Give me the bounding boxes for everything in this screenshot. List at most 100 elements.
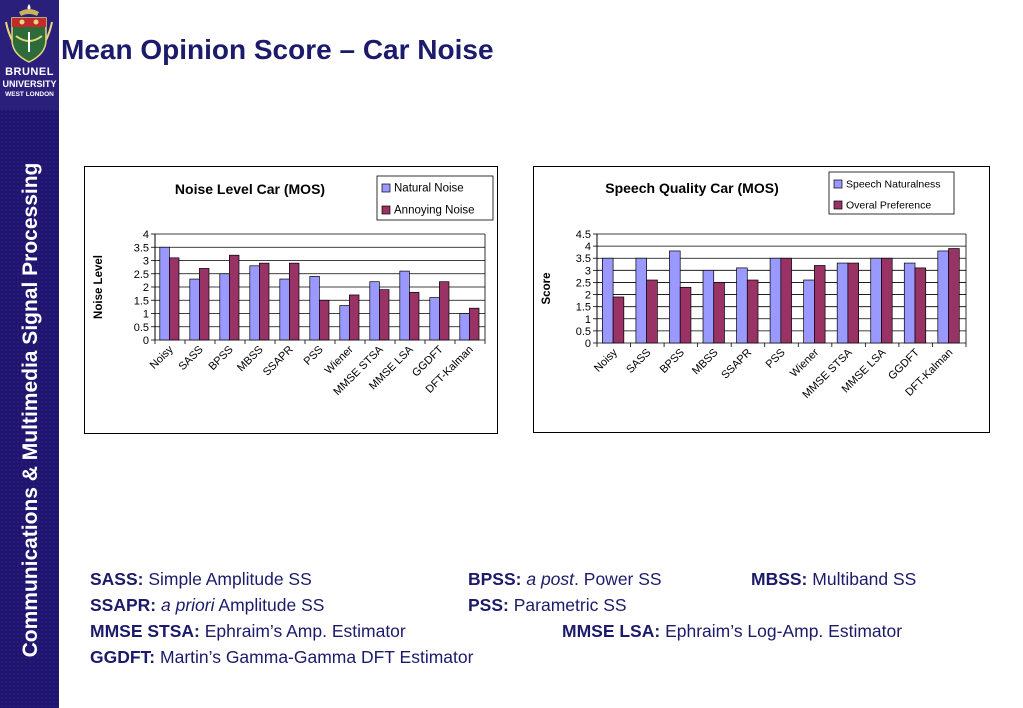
x-tick-label: PSS bbox=[764, 347, 788, 371]
x-tick-label: BPSS bbox=[206, 344, 235, 373]
abbr-key: PSS: bbox=[468, 595, 509, 615]
y-tick-label: 3 bbox=[585, 265, 591, 277]
y-tick-label: 0 bbox=[585, 338, 591, 350]
abbr-value: Ephraim’s Amp. Estimator bbox=[204, 621, 406, 641]
legend-swatch bbox=[381, 183, 391, 193]
y-tick-label: 3 bbox=[143, 256, 149, 268]
bar-series-1 bbox=[339, 305, 350, 341]
legend-box bbox=[828, 171, 955, 215]
bar-series-2 bbox=[814, 265, 826, 344]
y-tick-label: 2.5 bbox=[576, 277, 591, 289]
abbr-mmse-stsa: MMSE STSA: Ephraim’s Amp. Estimator bbox=[90, 621, 406, 642]
bar-series-1 bbox=[189, 278, 200, 341]
bar-series-2 bbox=[409, 291, 420, 341]
bar-series-1 bbox=[602, 257, 614, 344]
bar-series-1 bbox=[635, 257, 647, 344]
abbr-pss: PSS: Parametric SS bbox=[468, 595, 627, 616]
y-tick-label: 1.5 bbox=[134, 295, 149, 307]
abbr-key: MBSS: bbox=[751, 569, 808, 589]
abbr-value: Ephraim’s Log-Amp. Estimator bbox=[665, 621, 903, 641]
bar-series-1 bbox=[219, 273, 230, 341]
abbr-value: Multiband SS bbox=[812, 569, 917, 589]
bar-series-2 bbox=[646, 279, 658, 344]
bar-series-1 bbox=[903, 262, 916, 344]
abbr-ggdft: GGDFT: Martin’s Gamma-Gamma DFT Estimato… bbox=[90, 647, 473, 668]
bar-series-1 bbox=[459, 313, 470, 341]
abbr-value-italic: a post bbox=[526, 569, 575, 589]
abbr-ssapr: SSAPR: a priori Amplitude SS bbox=[90, 595, 324, 616]
x-tick-label: Noisy bbox=[148, 343, 176, 371]
y-axis-label: Noise Level bbox=[93, 255, 105, 319]
bar-series-1 bbox=[249, 265, 260, 341]
bar-series-1 bbox=[309, 276, 320, 341]
abbr-value: Martin’s Gamma-Gamma DFT Estimator bbox=[160, 647, 474, 667]
x-tick-label: BPSS bbox=[658, 347, 687, 376]
noise-level-chart: 0 0.5 1 1.5 2 2.5 3 3.5 4 Noisy SASS BPSS MBSS SSAPR P… bbox=[84, 166, 498, 434]
logo-line-1: BRUNEL bbox=[5, 66, 54, 78]
y-tick-label: 0.5 bbox=[134, 322, 149, 334]
y-tick-label: 4 bbox=[143, 229, 149, 241]
bar-series-2 bbox=[349, 294, 360, 341]
y-tick-label: 4.5 bbox=[576, 229, 591, 241]
abbr-value: . Power SS bbox=[574, 569, 662, 589]
x-tick-label: MBSS bbox=[690, 347, 721, 378]
legend-swatch bbox=[381, 205, 391, 215]
sidebar-title: Communications & Multimedia Signal Proce… bbox=[19, 162, 42, 658]
x-tick-label: SASS bbox=[624, 347, 653, 376]
y-tick-label: 1.5 bbox=[576, 302, 591, 314]
abbr-mbss: MBSS: Multiband SS bbox=[751, 569, 916, 590]
abbr-bpss: BPSS: a post. Power SS bbox=[468, 569, 662, 590]
bar-series-1 bbox=[669, 250, 681, 344]
x-tick-label: SSAPR bbox=[261, 344, 296, 379]
sidebar: BRUNEL UNIVERSITY WEST LONDON Communicat… bbox=[0, 0, 59, 708]
abbr-key: SASS: bbox=[90, 569, 144, 589]
y-tick-label: 0.5 bbox=[576, 326, 591, 338]
legend-label: Speech Naturalness bbox=[846, 179, 941, 191]
university-logo: BRUNEL UNIVERSITY WEST LONDON bbox=[0, 0, 59, 110]
bar-series-1 bbox=[736, 267, 748, 344]
legend-label: Overal Preference bbox=[846, 200, 931, 212]
speech-quality-chart: 0 0.5 1 1.5 2 2.5 3 3.5 4 4.5 Noisy SASS BPSS MBSS SSA… bbox=[533, 166, 990, 433]
speech-quality-chart-svg: 00.511.522.533.544.5 Noisy SASS BPSS MBSSSSA… bbox=[541, 171, 967, 401]
legend-label: Annoying Noise bbox=[394, 205, 475, 217]
chart-title: Noise Level Car (MOS) bbox=[175, 181, 325, 197]
bar-series-2 bbox=[713, 282, 725, 344]
bar-series-2 bbox=[289, 262, 300, 341]
x-tick-label: Noisy bbox=[592, 346, 620, 374]
bar-series-1 bbox=[429, 297, 440, 341]
legend-label: Natural Noise bbox=[394, 183, 464, 195]
bar-series-1 bbox=[702, 269, 715, 344]
bar-series-2 bbox=[469, 307, 480, 341]
bar-series-2 bbox=[199, 268, 210, 341]
bar-series-1 bbox=[937, 250, 949, 344]
bar-series-1 bbox=[399, 270, 410, 341]
x-tick-label: PSS bbox=[302, 344, 326, 368]
abbr-key: GGDFT: bbox=[90, 647, 156, 667]
bar-series-2 bbox=[847, 262, 860, 344]
abbr-key: MMSE STSA: bbox=[90, 621, 200, 641]
bar-series-2 bbox=[612, 296, 625, 344]
legend-swatch bbox=[833, 200, 843, 210]
bar-series-1 bbox=[279, 278, 290, 341]
abbr-key: SSAPR: bbox=[90, 595, 157, 615]
y-tick-label: 3.5 bbox=[576, 253, 591, 265]
y-tick-label: 2.5 bbox=[134, 269, 149, 281]
x-tick-label: Wiener bbox=[788, 346, 821, 379]
legend-box bbox=[376, 175, 494, 221]
y-tick-label: 1 bbox=[143, 309, 149, 321]
abbr-sass: SASS: Simple Amplitude SS bbox=[90, 569, 312, 590]
abbr-key: MMSE LSA: bbox=[562, 621, 661, 641]
bar-series-1 bbox=[803, 279, 815, 344]
slide-title: Mean Opinion Score – Car Noise bbox=[61, 34, 494, 65]
abbr-key: BPSS: bbox=[468, 569, 522, 589]
logo-line-2: UNIVERSITY bbox=[2, 79, 57, 89]
x-tick-label: SASS bbox=[176, 344, 205, 373]
legend-swatch bbox=[833, 179, 843, 189]
y-tick-label: 0 bbox=[143, 335, 149, 347]
bar-series-1 bbox=[836, 262, 849, 344]
bar-series-2 bbox=[439, 281, 450, 341]
logo-line-3: WEST LONDON bbox=[5, 91, 54, 98]
bar-series-2 bbox=[679, 286, 692, 344]
abbr-mmse-lsa: MMSE LSA: Ephraim’s Log-Amp. Estimator bbox=[562, 621, 902, 642]
y-tick-label: 3.5 bbox=[134, 242, 149, 254]
